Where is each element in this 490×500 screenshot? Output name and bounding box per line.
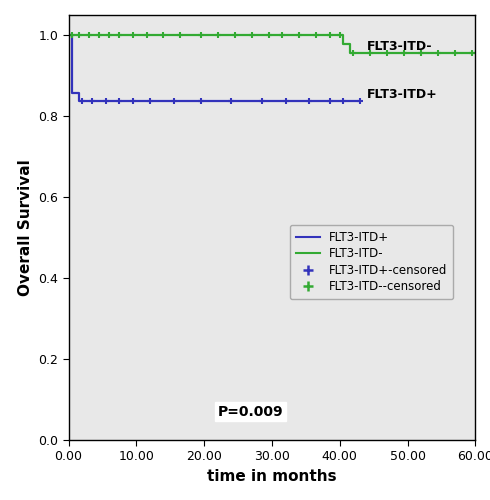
Text: FLT3-ITD-: FLT3-ITD- — [367, 40, 432, 53]
Text: P=0.009: P=0.009 — [218, 404, 283, 418]
Y-axis label: Overall Survival: Overall Survival — [18, 159, 33, 296]
Text: FLT3-ITD+: FLT3-ITD+ — [367, 88, 438, 101]
X-axis label: time in months: time in months — [207, 469, 337, 484]
Legend: FLT3-ITD+, FLT3-ITD-, FLT3-ITD+-censored, FLT3-ITD--censored: FLT3-ITD+, FLT3-ITD-, FLT3-ITD+-censored… — [290, 225, 453, 300]
